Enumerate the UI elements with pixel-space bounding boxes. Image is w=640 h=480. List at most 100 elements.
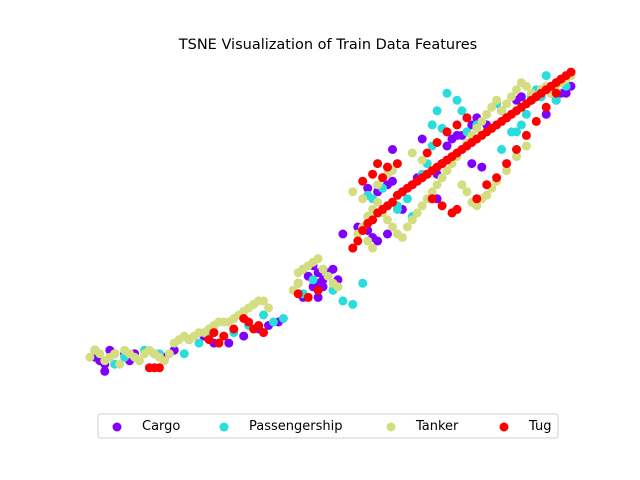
data-point-passengership-11 [278, 314, 288, 323]
data-point-passengership-10 [268, 317, 278, 327]
data-point-tug-9 [244, 317, 254, 327]
data-point-tanker-103 [462, 187, 472, 197]
data-point-cargo-16 [224, 338, 234, 348]
data-point-tug-71 [502, 159, 512, 169]
data-point-tanker-36 [264, 303, 273, 313]
data-point-tug-13 [293, 289, 303, 299]
data-point-tanker-107 [482, 190, 492, 200]
data-point-cargo-17 [239, 331, 249, 341]
legend-marker-tug [499, 422, 509, 432]
data-point-cargo-45 [388, 176, 397, 186]
data-point-tanker-78 [497, 106, 507, 116]
data-point-tug-70 [492, 173, 502, 183]
data-point-passengership-13 [308, 275, 318, 285]
data-point-tug-3 [204, 335, 214, 345]
data-point-tug-81 [432, 138, 442, 147]
data-point-tanker-94 [358, 194, 368, 204]
data-point-tanker-62 [417, 201, 427, 211]
legend-frame [97, 413, 559, 439]
data-point-tug-4 [209, 328, 219, 338]
data-point-passengership-42 [541, 71, 551, 81]
legend-label-passengership: Passengership [249, 419, 342, 434]
data-point-tug-82 [442, 127, 452, 137]
data-point-cargo-75 [417, 134, 427, 144]
data-point-tanker-102 [457, 180, 467, 190]
data-point-tug-16 [348, 243, 358, 253]
series-tug [144, 67, 576, 373]
data-point-tanker-112 [521, 141, 531, 151]
data-point-tanker-0 [85, 352, 95, 362]
data-point-tug-68 [472, 194, 482, 204]
data-point-cargo-51 [442, 141, 452, 151]
data-point-cargo-39 [373, 236, 383, 246]
data-point-tug-20 [368, 215, 378, 225]
data-point-cargo-71 [467, 159, 477, 169]
data-point-tug-12 [259, 328, 268, 338]
data-point-cargo-68 [561, 88, 571, 98]
data-point-tanker-111 [512, 152, 521, 162]
data-point-passengership-37 [516, 120, 526, 130]
legend-marker-passengership [219, 422, 229, 432]
data-point-tanker-110 [502, 166, 512, 176]
data-point-tug-24 [388, 197, 397, 207]
data-point-passengership-28 [432, 106, 442, 116]
data-point-tanker-6 [115, 359, 125, 369]
legend: Cargo Passengership Tanker Tug [97, 413, 559, 439]
data-point-tanker-95 [373, 180, 383, 190]
data-point-tanker-101 [368, 243, 378, 253]
data-point-cargo-61 [516, 92, 526, 102]
data-point-cargo-74 [388, 145, 397, 154]
data-point-tanker-2 [95, 349, 105, 359]
data-point-tanker-65 [432, 180, 442, 190]
data-point-tanker-55 [383, 215, 392, 225]
data-point-tug-17 [353, 236, 363, 246]
data-point-tug-76 [551, 88, 561, 98]
data-point-tug-7 [229, 324, 239, 334]
data-point-passengership-44 [551, 95, 561, 105]
data-point-tanker-105 [472, 201, 482, 211]
data-point-passengership-23 [402, 194, 412, 204]
data-point-passengership-17 [348, 299, 358, 309]
data-point-tug-63 [392, 159, 402, 169]
data-point-tanker-42 [318, 264, 328, 274]
data-point-passengership-29 [442, 88, 452, 98]
data-point-tug-65 [437, 201, 447, 211]
data-point-tug-79 [373, 159, 383, 169]
data-point-tanker-5 [110, 349, 120, 359]
data-point-tanker-53 [373, 197, 383, 207]
data-point-tug-72 [512, 145, 521, 154]
legend-label-tug: Tug [528, 419, 551, 434]
data-point-tug-74 [531, 116, 541, 126]
data-point-tanker-98 [407, 148, 417, 158]
data-point-tanker-83 [521, 81, 531, 91]
data-point-tug-18 [358, 226, 368, 235]
data-point-passengership-27 [427, 120, 437, 130]
data-point-tanker-16 [164, 349, 174, 359]
data-point-tanker-74 [477, 116, 487, 126]
data-point-tanker-76 [487, 102, 497, 112]
data-point-passengership-5 [194, 338, 204, 348]
data-point-tug-5 [214, 338, 224, 348]
data-point-tug-73 [521, 130, 531, 140]
data-point-tanker-66 [437, 173, 447, 183]
data-point-tug-75 [541, 102, 551, 112]
data-point-tanker-56 [388, 222, 397, 232]
data-point-passengership-30 [452, 95, 462, 105]
data-point-tug-64 [427, 194, 437, 204]
data-point-tug-62 [383, 162, 392, 172]
legend-label-cargo: Cargo [142, 419, 180, 434]
data-point-passengership-38 [521, 109, 531, 119]
data-point-tug-84 [462, 113, 472, 123]
data-point-tanker-15 [159, 356, 169, 366]
data-point-tanker-81 [512, 85, 521, 95]
data-point-tanker-60 [407, 215, 417, 225]
data-point-tanker-61 [412, 208, 422, 218]
data-point-tug-80 [422, 148, 432, 158]
data-point-tug-61 [378, 173, 388, 183]
data-point-tug-2 [154, 363, 164, 373]
data-point-tug-67 [452, 204, 462, 214]
data-point-tanker-100 [363, 236, 373, 246]
data-point-tug-69 [482, 180, 492, 190]
